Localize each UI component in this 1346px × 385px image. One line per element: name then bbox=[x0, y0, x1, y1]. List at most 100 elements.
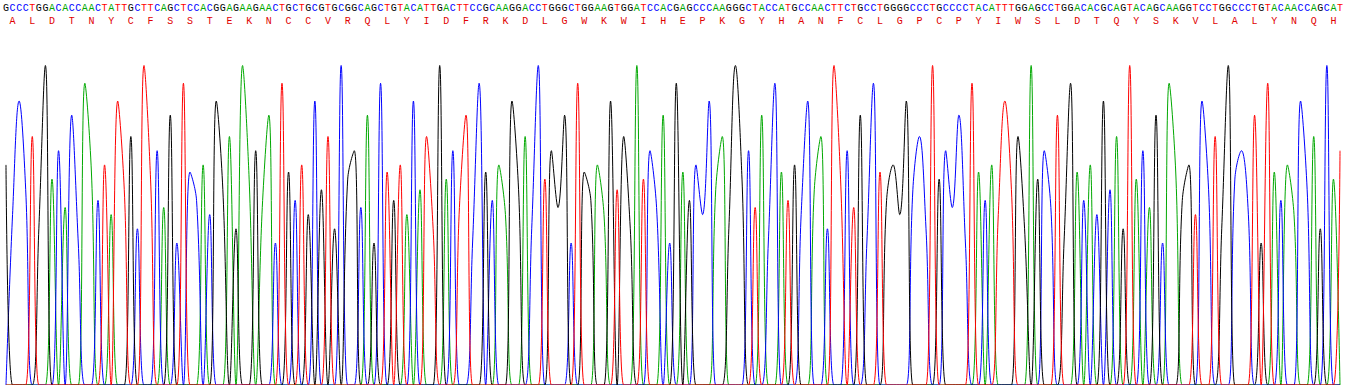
svg-text:C: C bbox=[305, 16, 311, 27]
svg-text:G: G bbox=[1186, 3, 1192, 14]
svg-text:T: T bbox=[29, 3, 35, 14]
svg-text:G: G bbox=[588, 3, 594, 14]
svg-text:W: W bbox=[581, 16, 587, 27]
svg-text:A: A bbox=[82, 3, 88, 14]
svg-text:C: C bbox=[476, 3, 482, 14]
svg-text:T: T bbox=[121, 3, 127, 14]
svg-text:T: T bbox=[838, 3, 844, 14]
svg-text:H: H bbox=[1330, 16, 1336, 27]
svg-text:G: G bbox=[371, 3, 377, 14]
svg-text:G: G bbox=[903, 3, 909, 14]
svg-text:T: T bbox=[877, 3, 883, 14]
svg-text:D: D bbox=[49, 16, 55, 27]
svg-text:C: C bbox=[187, 3, 193, 14]
svg-text:C: C bbox=[1140, 3, 1146, 14]
svg-text:C: C bbox=[1199, 3, 1205, 14]
svg-text:W: W bbox=[621, 16, 627, 27]
svg-text:C: C bbox=[174, 3, 180, 14]
svg-text:C: C bbox=[529, 3, 535, 14]
svg-text:G: G bbox=[345, 3, 351, 14]
svg-text:C: C bbox=[805, 3, 811, 14]
svg-text:C: C bbox=[272, 3, 278, 14]
svg-text:A: A bbox=[976, 3, 982, 14]
svg-text:C: C bbox=[10, 3, 16, 14]
svg-text:C: C bbox=[910, 3, 916, 14]
svg-text:A: A bbox=[226, 3, 232, 14]
svg-text:H: H bbox=[778, 16, 784, 27]
svg-text:G: G bbox=[1317, 3, 1323, 14]
svg-text:A: A bbox=[10, 16, 16, 27]
svg-text:G: G bbox=[936, 3, 942, 14]
svg-text:F: F bbox=[148, 16, 154, 27]
svg-text:T: T bbox=[930, 3, 936, 14]
svg-text:L: L bbox=[1212, 16, 1218, 27]
svg-text:G: G bbox=[1100, 3, 1106, 14]
svg-text:A: A bbox=[634, 3, 640, 14]
svg-text:G: G bbox=[1035, 3, 1041, 14]
svg-text:A: A bbox=[811, 3, 817, 14]
svg-text:C: C bbox=[700, 3, 706, 14]
svg-text:A: A bbox=[1146, 3, 1152, 14]
svg-text:C: C bbox=[982, 3, 988, 14]
svg-text:C: C bbox=[936, 16, 942, 27]
svg-text:C: C bbox=[154, 3, 160, 14]
svg-text:G: G bbox=[42, 3, 48, 14]
svg-text:C: C bbox=[667, 3, 673, 14]
svg-text:T: T bbox=[1127, 3, 1133, 14]
svg-text:T: T bbox=[575, 3, 581, 14]
svg-text:T: T bbox=[1265, 3, 1271, 14]
svg-text:A: A bbox=[1166, 3, 1172, 14]
svg-text:C: C bbox=[207, 3, 213, 14]
svg-text:T: T bbox=[69, 16, 75, 27]
svg-text:C: C bbox=[1245, 3, 1251, 14]
svg-text:F: F bbox=[463, 16, 469, 27]
svg-text:G: G bbox=[437, 3, 443, 14]
svg-text:L: L bbox=[384, 16, 390, 27]
svg-text:C: C bbox=[23, 3, 29, 14]
svg-text:C: C bbox=[870, 3, 876, 14]
svg-text:T: T bbox=[456, 3, 462, 14]
svg-text:N: N bbox=[818, 16, 824, 27]
svg-text:D: D bbox=[522, 16, 528, 27]
svg-text:L: L bbox=[542, 16, 548, 27]
svg-text:Y: Y bbox=[976, 16, 982, 27]
svg-text:A: A bbox=[1311, 3, 1317, 14]
svg-text:C: C bbox=[69, 3, 75, 14]
svg-text:G: G bbox=[1120, 3, 1126, 14]
svg-text:C: C bbox=[1238, 3, 1244, 14]
svg-text:C: C bbox=[489, 3, 495, 14]
svg-text:G: G bbox=[220, 3, 226, 14]
svg-text:C: C bbox=[75, 3, 81, 14]
svg-text:T: T bbox=[831, 3, 837, 14]
svg-text:G: G bbox=[897, 3, 903, 14]
svg-text:A: A bbox=[1087, 3, 1093, 14]
svg-text:T: T bbox=[640, 3, 646, 14]
svg-text:A: A bbox=[989, 3, 995, 14]
svg-text:A: A bbox=[601, 3, 607, 14]
svg-text:G: G bbox=[305, 3, 311, 14]
svg-text:K: K bbox=[601, 16, 607, 27]
svg-text:R: R bbox=[345, 16, 351, 27]
svg-text:G: G bbox=[509, 3, 515, 14]
svg-text:F: F bbox=[838, 16, 844, 27]
svg-text:C: C bbox=[1324, 3, 1330, 14]
svg-text:T: T bbox=[1337, 3, 1343, 14]
svg-text:A: A bbox=[266, 3, 272, 14]
svg-text:S: S bbox=[1153, 16, 1159, 27]
svg-text:C: C bbox=[916, 3, 922, 14]
svg-text:T: T bbox=[1212, 3, 1218, 14]
svg-text:Q: Q bbox=[364, 16, 370, 27]
svg-text:A: A bbox=[818, 3, 824, 14]
svg-text:G: G bbox=[548, 3, 554, 14]
svg-text:A: A bbox=[759, 3, 765, 14]
svg-text:A: A bbox=[49, 3, 55, 14]
svg-text:C: C bbox=[312, 3, 318, 14]
svg-text:G: G bbox=[516, 3, 522, 14]
svg-text:C: C bbox=[1041, 3, 1047, 14]
svg-text:T: T bbox=[325, 3, 331, 14]
svg-text:T: T bbox=[542, 3, 548, 14]
svg-text:Y: Y bbox=[108, 16, 114, 27]
svg-text:G: G bbox=[726, 3, 732, 14]
svg-text:T: T bbox=[299, 3, 305, 14]
svg-text:A: A bbox=[1114, 3, 1120, 14]
